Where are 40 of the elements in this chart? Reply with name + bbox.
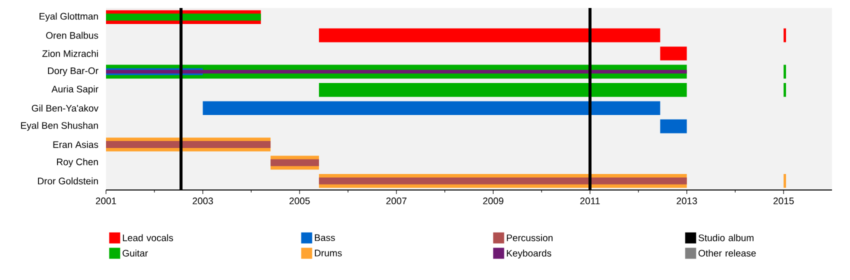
legend-label: Guitar — [122, 250, 148, 257]
bar — [106, 14, 261, 21]
bar — [106, 141, 271, 148]
legend-label: Lead vocals — [122, 234, 174, 242]
y-tick-label: Eran Asias — [53, 141, 98, 148]
bar — [202, 101, 660, 116]
y-tick-label: Roy Chen — [57, 158, 98, 168]
x-tick-label: 2015 — [774, 198, 794, 204]
bar — [784, 82, 786, 97]
legend-label: Bass — [314, 234, 335, 242]
y-tick-label: Dory Bar-Or — [48, 67, 98, 76]
y-tick-label: Auria Sapir — [52, 85, 98, 94]
bar — [270, 159, 319, 166]
x-tick-label: 2003 — [192, 198, 213, 204]
y-tick-label: Oren Balbus — [46, 32, 98, 39]
bar — [660, 119, 687, 134]
bar — [318, 82, 687, 97]
x-tick-label: 2009 — [483, 198, 504, 204]
x-tick-label: 2007 — [386, 198, 406, 204]
y-tick-label: Eyal Glottman — [40, 12, 98, 22]
y-tick-label: Gil Ben-Ya'akov — [32, 104, 98, 112]
bar — [106, 70, 687, 74]
legend-label: Other release — [698, 250, 756, 257]
legend-label: Keyboards — [506, 250, 552, 258]
bar — [660, 46, 687, 60]
y-tick-label: Zion Mizrachi — [42, 50, 98, 57]
x-tick-label: 2011 — [580, 198, 600, 204]
x-tick-label: 2013 — [676, 198, 697, 204]
x-tick-label: 2001 — [96, 198, 116, 204]
bar — [318, 28, 660, 42]
legend-label: Studio album — [698, 234, 754, 242]
y-tick-label: Eyal Ben Shushan — [21, 122, 98, 131]
legend-label: Drums — [314, 250, 342, 256]
bar — [784, 28, 786, 42]
legend-label: Percussion — [506, 234, 553, 242]
x-tick-label: 2005 — [290, 198, 310, 204]
bar — [784, 174, 786, 188]
y-tick-label: Dror Goldstein — [38, 177, 98, 184]
bar — [318, 177, 687, 184]
bar — [784, 64, 786, 79]
